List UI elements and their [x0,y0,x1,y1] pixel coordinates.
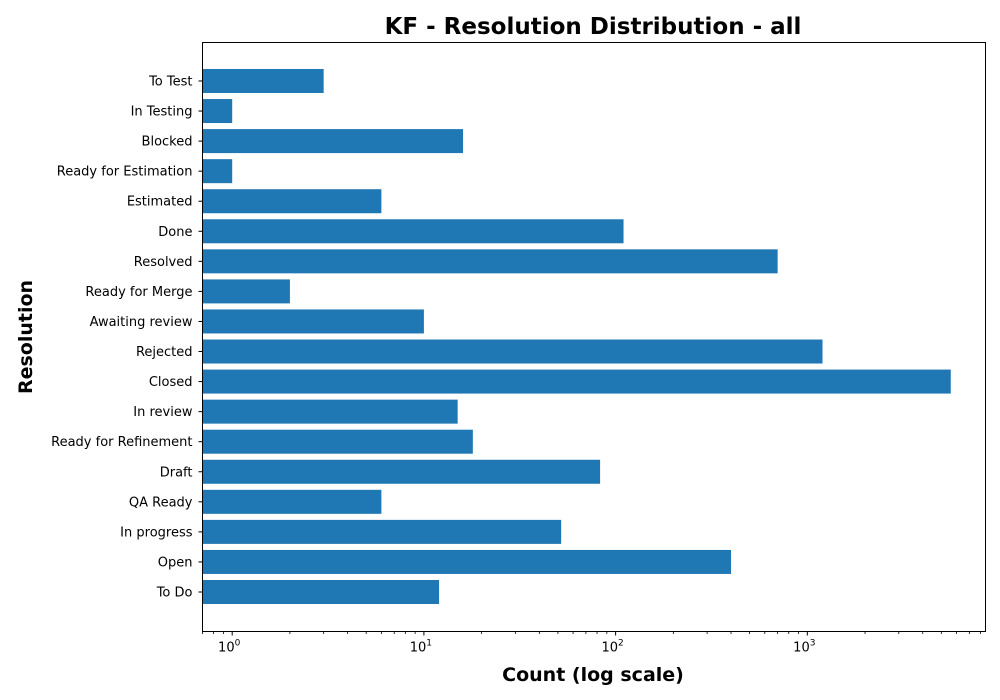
y-tick-label-in-testing: In Testing [131,105,193,120]
y-tick-label-blocked: Blocked [142,135,193,150]
x-tick-exponent: 1 [426,639,432,649]
x-tick-exponent: 0 [235,639,241,649]
x-tick-base: 10 [793,641,810,656]
bar-resolved [202,249,778,274]
x-tick-label: 103 [793,639,815,656]
y-tick-label-ready-for-estimation: Ready for Estimation [57,165,193,180]
x-tick-base: 10 [410,641,427,656]
x-axis-ticks: 100 101 102 103 [202,631,981,656]
y-tick-label-in-review: In review [133,405,193,420]
y-axis-ticks: To Do Open In progress QA Ready Draft Ready f… [51,74,203,601]
bar-done [202,219,624,244]
y-tick-label-in-progress: In progress [120,525,193,540]
bar-awaiting-review [202,309,424,334]
x-tick-exponent: 3 [810,639,816,649]
bar-in-progress [202,519,562,544]
bar-to-test [202,68,324,93]
bar-blocked [202,129,464,154]
y-tick-label-closed: Closed [149,375,193,390]
chart-title: KF - Resolution Distribution - all [385,14,802,40]
bar-open [202,549,732,574]
bar-estimated [202,189,382,214]
y-tick-label-qa-ready: QA Ready [129,495,193,510]
bar-closed [202,369,951,394]
x-axis-label: Count (log scale) [502,664,684,686]
y-tick-label-ready-for-refinement: Ready for Refinement [51,435,192,450]
bar-ready-for-refinement [202,429,473,454]
y-tick-label-ready-for-merge: Ready for Merge [85,285,192,300]
x-tick-base: 10 [218,641,235,656]
x-tick-base: 10 [601,641,618,656]
x-tick-label: 100 [218,639,241,656]
y-tick-label-estimated: Estimated [127,195,193,210]
bar-ready-for-estimation [202,159,233,184]
y-tick-label-rejected: Rejected [136,345,193,360]
y-tick-label-draft: Draft [160,465,193,480]
bar-in-testing [202,99,233,124]
bar-ready-for-merge [202,279,290,304]
y-tick-label-open: Open [158,555,193,570]
y-axis-label: Resolution [15,280,37,394]
bar-draft [202,459,601,484]
x-tick-exponent: 2 [618,639,624,649]
bars-group [202,68,951,604]
x-tick-label: 102 [601,639,623,656]
y-tick-label-awaiting-review: Awaiting review [90,315,193,330]
y-tick-label-done: Done [158,225,192,240]
bar-qa-ready [202,489,382,514]
y-tick-label-resolved: Resolved [134,255,193,270]
plot-frame [202,42,986,632]
x-tick-label: 101 [410,639,432,656]
y-tick-label-to-do: To Do [156,586,193,601]
y-tick-label-to-test: To Test [148,74,192,89]
bar-rejected [202,339,823,364]
bar-in-review [202,399,458,424]
bar-to-do [202,580,440,604]
